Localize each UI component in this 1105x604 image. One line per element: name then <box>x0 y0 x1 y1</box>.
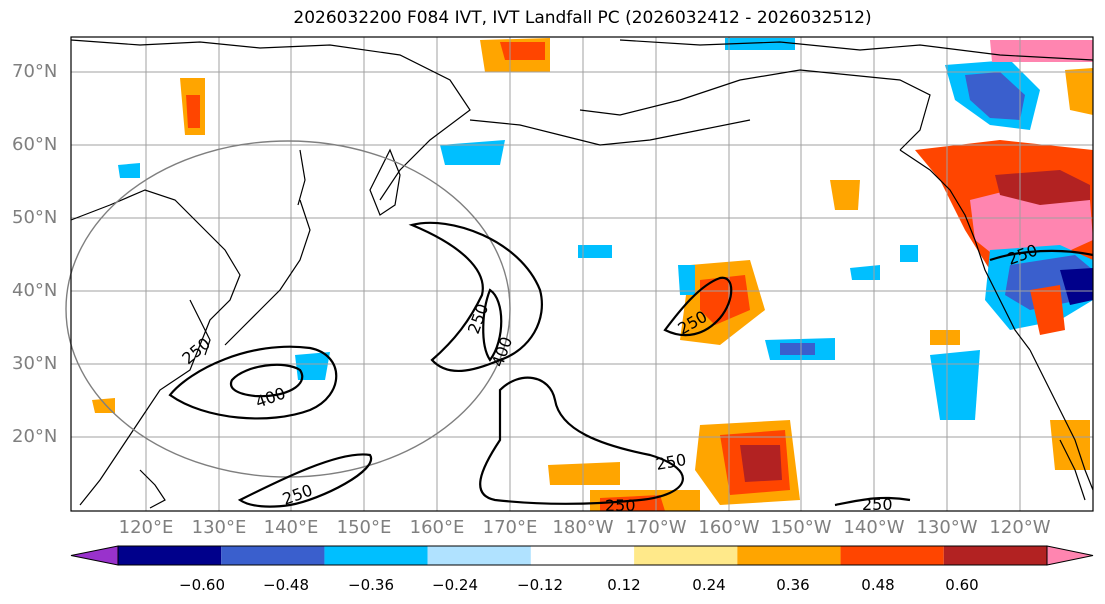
coast-baja <box>1059 439 1086 501</box>
contour-250-central <box>408 221 543 372</box>
colorbar-tick-label: −0.24 <box>432 576 478 594</box>
contour-250-coast <box>989 249 1094 262</box>
lat-label-20n: 20°N <box>12 426 58 447</box>
lat-label-50n: 50°N <box>12 207 58 228</box>
fill-pink-top-right <box>990 40 1093 62</box>
fill-navy-mid <box>780 343 815 355</box>
lon-label: 170°W <box>625 517 687 538</box>
coast-asia-north <box>70 39 471 201</box>
colorbar-tick-label: −0.36 <box>348 576 394 594</box>
fill-blue-west <box>295 352 330 380</box>
lon-label: 160°W <box>698 517 760 538</box>
colorbar-tick-label: −0.48 <box>263 576 309 594</box>
colorbar-segment <box>221 546 325 565</box>
contour-250-central-east <box>663 276 733 337</box>
colorbar-tick-label: 0.48 <box>861 576 895 594</box>
contour-label: 250 <box>605 496 636 515</box>
coast-alaska-north <box>619 39 1094 61</box>
coast-korea <box>189 299 211 356</box>
contour-250-south <box>479 376 684 505</box>
coast-east-asia <box>70 189 241 506</box>
colorbar-segment <box>737 546 841 565</box>
coastlines <box>70 39 1094 509</box>
fill-blue-small-1 <box>578 245 612 258</box>
fill-red-coast-south <box>1030 285 1065 335</box>
colorbar-extend-low <box>70 545 119 566</box>
colorbar-segment <box>427 546 531 565</box>
contour-label: 250 <box>862 495 893 514</box>
fill-pink-core <box>970 185 1093 260</box>
colorbar-extend-high <box>1046 545 1094 566</box>
fill-blue-west-2 <box>118 163 140 178</box>
fill-blue-top-1 <box>725 38 795 50</box>
fill-navy-arctic <box>965 72 1025 120</box>
coast-philippines <box>139 469 166 509</box>
colorbar-tick-label: −0.12 <box>517 576 563 594</box>
fill-orange-east-1 <box>830 180 860 210</box>
colorbar-segment <box>118 546 222 565</box>
fill-blue-small-2 <box>850 265 880 280</box>
lon-label: 150°E <box>336 517 392 538</box>
lon-label: 120°E <box>118 517 174 538</box>
coast-bc <box>899 149 1031 351</box>
colorbar-segment <box>634 546 738 565</box>
coast-california <box>1029 349 1094 491</box>
colorbar-segment <box>943 546 1047 565</box>
ivt-contours <box>168 221 1094 508</box>
lon-label: 170°E <box>482 517 538 538</box>
contour-250-west <box>168 345 338 420</box>
lon-label: 180°W <box>552 517 614 538</box>
fill-red-west-1 <box>186 95 200 128</box>
ivt-anomaly-fills <box>92 38 1093 511</box>
coast-japan <box>224 199 311 346</box>
lat-label-70n: 70°N <box>12 61 58 82</box>
fill-blue-small-3 <box>900 245 918 262</box>
lon-label: 150°W <box>770 517 832 538</box>
colorbar-segment <box>324 546 428 565</box>
fill-darkred-south <box>740 445 782 482</box>
lon-label: 140°W <box>843 517 905 538</box>
lon-label: 120°W <box>989 517 1051 538</box>
fill-purple-coast <box>1060 268 1093 305</box>
contour-400-west <box>229 363 304 398</box>
colorbar-segment <box>840 546 944 565</box>
lon-label: 130°E <box>191 517 247 538</box>
contour-250-south-west <box>237 453 373 508</box>
map-frame-border <box>70 36 1094 512</box>
fill-red-top-1 <box>500 42 545 60</box>
fill-orange-arctic <box>1065 68 1093 115</box>
colorbar-tick-label: 0.24 <box>692 576 726 594</box>
map-frame-background <box>71 37 1093 511</box>
colorbar-tick-label: −0.60 <box>179 576 225 594</box>
lat-label-60n: 60°N <box>12 134 58 155</box>
contour-250-bottom-east <box>834 496 911 507</box>
contour-400-central <box>482 288 503 362</box>
fill-orange-east-2 <box>930 330 960 345</box>
fill-blue-south-coast <box>930 350 980 420</box>
lon-label: 130°W <box>916 517 978 538</box>
map-title: 2026032200 F084 IVT, IVT Landfall PC (20… <box>293 8 872 28</box>
fill-blue-central-2 <box>678 265 695 295</box>
lon-label: 160°E <box>409 517 465 538</box>
coast-sakhalin <box>297 149 306 206</box>
colorbar-tick-label: 0.60 <box>945 576 979 594</box>
colorbar-tick-label: 0.36 <box>776 576 810 594</box>
fill-blue-top-2 <box>440 140 505 165</box>
coast-alaska <box>579 69 931 151</box>
colorbar <box>70 545 1094 566</box>
fill-red-central <box>700 275 750 325</box>
colorbar-tick-label: 0.12 <box>607 576 641 594</box>
fill-darkred-core <box>995 170 1090 205</box>
coast-kamchatka <box>369 148 401 216</box>
lat-label-30n: 30°N <box>12 353 58 374</box>
lat-label-40n: 40°N <box>12 280 58 301</box>
colorbar-frame <box>117 545 1048 566</box>
colorbar-segment <box>530 546 635 565</box>
coast-aleutians <box>469 119 751 146</box>
lon-label: 140°E <box>263 517 319 538</box>
fill-orange-south-east <box>1050 420 1090 470</box>
fill-orange-mid <box>548 462 620 485</box>
